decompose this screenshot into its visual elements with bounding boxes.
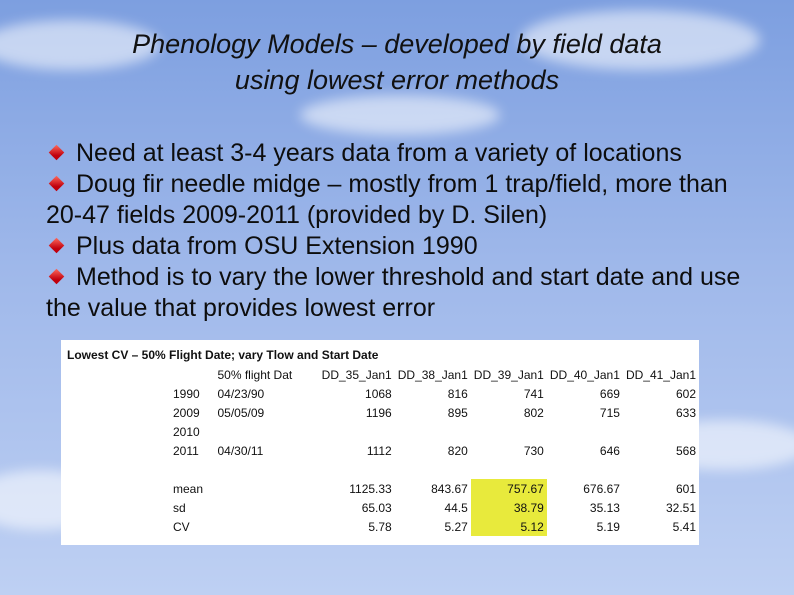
bullet-text: Need at least 3-4 years data from a vari…	[76, 139, 682, 167]
table-cell: 05/05/09	[217, 405, 265, 420]
table-cell	[61, 460, 214, 479]
table-cell	[214, 479, 296, 498]
table-cell: 1112	[366, 443, 392, 458]
bullet-item: Need at least 3-4 years data from a vari…	[46, 138, 756, 169]
table-cell: sd	[173, 500, 186, 515]
table-cell: 633	[675, 405, 696, 420]
table-cell: 2011	[173, 443, 199, 458]
slide-title-line-2: using lowest error methods	[234, 65, 560, 95]
table-cell: 38.79	[470, 498, 547, 517]
table-header-cell	[61, 365, 214, 384]
table-cell: 1196	[365, 405, 392, 420]
table-cell: 820	[447, 443, 468, 458]
table-header-row: 50% flight Dat DD_35_Jan1 DD_38_Jan1 DD_39_…	[61, 365, 699, 384]
table-cell	[623, 460, 699, 479]
bullet-text: Method is to vary the lower threshold an…	[46, 263, 741, 322]
table-cell: 2009	[173, 405, 200, 420]
table-cell: 1068	[365, 386, 392, 401]
table-cell: 757.67	[470, 479, 547, 498]
bullet-item: Method is to vary the lower threshold an…	[46, 262, 756, 324]
table-cell: 730	[523, 443, 544, 458]
bullet-item: Plus data from OSU Extension 1990	[46, 231, 756, 262]
table-cell: 5.12	[470, 517, 547, 536]
table-header-cell: DD_40_Jan1	[549, 367, 620, 382]
table-cell: 32.51	[665, 500, 696, 515]
table-cell	[214, 422, 296, 441]
background-cloud	[0, 20, 160, 70]
table-cell	[295, 460, 395, 479]
table-cell: 843.67	[431, 481, 468, 496]
table-cell	[395, 422, 471, 441]
bullet-diamond-icon	[48, 144, 65, 161]
table-header-cell: 50% flight Dat	[217, 367, 293, 382]
table-cell: 5.19	[596, 519, 620, 534]
table-title: Lowest CV – 50% Flight Date; vary Tlow a…	[67, 348, 379, 362]
table-cell: 04/30/11	[217, 443, 264, 458]
table-cell	[214, 498, 296, 517]
table-row: 2009 05/05/09 1196 895 802 715 633	[61, 403, 699, 422]
table-row: 1990 04/23/90 1068 816 741 669 602	[61, 384, 699, 403]
bullet-text: Plus data from OSU Extension 1990	[76, 232, 478, 260]
table-cell: mean	[173, 481, 204, 496]
table-header-cell: DD_39_Jan1	[473, 367, 544, 382]
table-cell: 715	[599, 405, 620, 420]
table-cell: 676.67	[583, 481, 620, 496]
table-row	[61, 460, 699, 479]
table-header-cell: DD_38_Jan1	[397, 367, 468, 382]
bullet-diamond-icon	[48, 268, 65, 285]
table-cell	[471, 460, 547, 479]
table-header-cell: DD_41_Jan1	[625, 367, 696, 382]
table-row: 2010	[61, 422, 699, 441]
table-row: CV 5.78 5.27 5.12 5.19 5.41	[61, 517, 699, 536]
table-cell: 1990	[173, 386, 200, 401]
table-cell	[547, 422, 623, 441]
table-cell	[295, 422, 395, 441]
table-cell: 802	[523, 405, 544, 420]
table-row: 2011 04/30/11 1112 820 730 646 568	[61, 441, 699, 460]
table-cell	[471, 422, 547, 441]
background-cloud	[520, 10, 760, 70]
table-cell: 35.13	[589, 500, 620, 515]
table-cell	[395, 460, 471, 479]
table-body: 50% flight Dat DD_35_Jan1 DD_38_Jan1 DD_39_…	[61, 365, 699, 536]
bullet-list: Need at least 3-4 years data from a vari…	[46, 138, 756, 324]
table-cell: 04/23/90	[217, 386, 265, 401]
table-cell	[214, 517, 296, 536]
slide-title-line-1: Phenology Models – developed by field da…	[132, 29, 662, 59]
data-table: 50% flight Dat DD_35_Jan1 DD_38_Jan1 DD_39_…	[61, 365, 699, 536]
table-cell: 2010	[173, 424, 200, 439]
data-table-image: Lowest CV – 50% Flight Date; vary Tlow a…	[61, 340, 699, 545]
table-cell: 669	[599, 386, 620, 401]
slide-title: Phenology Models – developed by field da…	[40, 26, 754, 98]
table-cell: 741	[523, 386, 544, 401]
table-cell: 895	[447, 405, 468, 420]
table-cell: 601	[675, 481, 696, 496]
table-cell: 602	[675, 386, 696, 401]
table-cell: 5.41	[672, 519, 696, 534]
bullet-item: Doug fir needle midge – mostly from 1 tr…	[46, 169, 756, 231]
table-cell: 568	[675, 443, 696, 458]
table-cell: 816	[447, 386, 468, 401]
table-row: sd 65.03 44.5 38.79 35.13 32.51	[61, 498, 699, 517]
table-cell: 646	[599, 443, 620, 458]
table-cell: 1125.33	[349, 481, 392, 496]
table-cell: 65.03	[361, 500, 392, 515]
table-header-cell: DD_35_Jan1	[321, 367, 392, 382]
table-cell: CV	[173, 519, 190, 534]
table-cell: 5.27	[444, 519, 468, 534]
table-cell	[547, 460, 623, 479]
table-row: mean 1125.33 843.67 757.67 676.67 601	[61, 479, 699, 498]
bullet-diamond-icon	[48, 237, 65, 254]
background-cloud	[300, 95, 500, 135]
table-cell	[623, 422, 699, 441]
table-cell: 44.5	[444, 500, 468, 515]
bullet-text: Doug fir needle midge – mostly from 1 tr…	[46, 170, 728, 229]
table-cell: 5.78	[368, 519, 392, 534]
bullet-diamond-icon	[48, 175, 65, 192]
table-cell	[214, 460, 296, 479]
